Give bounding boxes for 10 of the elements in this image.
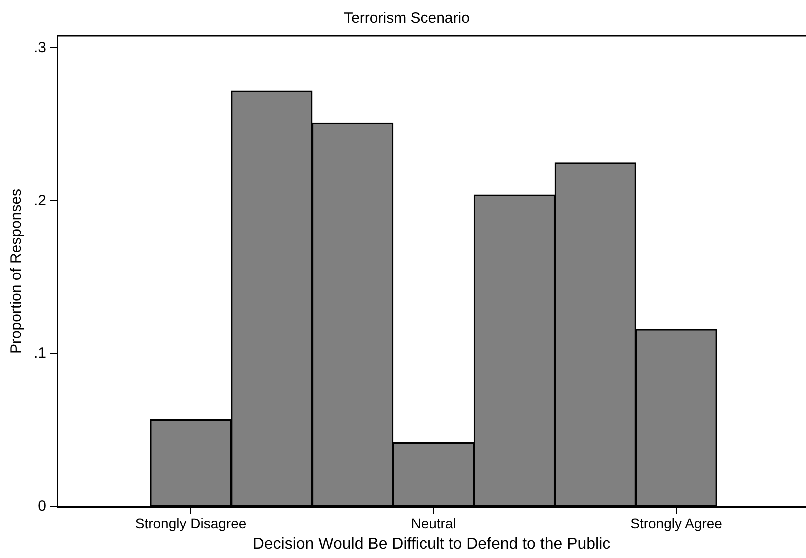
y-tick-label: .3 [34, 39, 47, 56]
y-tick-label: .2 [34, 192, 47, 210]
y-tick-label: 0 [38, 498, 47, 516]
x-axis-title: Decision Would Be Difficult to Defend to the Public [252, 536, 611, 553]
x-tick-label: Neutral [411, 515, 456, 532]
x-tick-label: Strongly Agree [630, 515, 723, 532]
y-axis-title: Proportion of Responses [8, 188, 26, 354]
x-tick-label: Strongly Disagree [135, 515, 247, 532]
y-tick-label: .1 [34, 345, 47, 362]
chart-title: Terrorism Scenario [344, 10, 470, 28]
